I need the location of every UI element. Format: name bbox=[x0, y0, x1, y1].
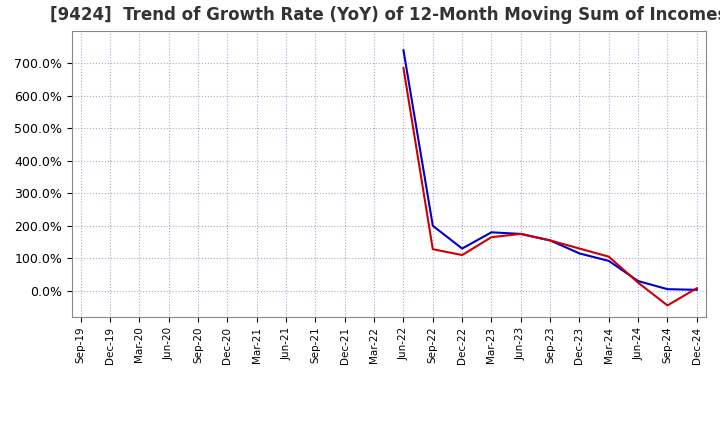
Legend: Ordinary Income Growth Rate, Net Income Growth Rate: Ordinary Income Growth Rate, Net Income … bbox=[163, 436, 615, 440]
Ordinary Income Growth Rate bbox=[575, 251, 584, 256]
Ordinary Income Growth Rate bbox=[546, 238, 554, 243]
Net Income Growth Rate bbox=[516, 231, 525, 237]
Net Income Growth Rate bbox=[399, 66, 408, 71]
Ordinary Income Growth Rate bbox=[428, 223, 437, 228]
Net Income Growth Rate bbox=[693, 286, 701, 291]
Net Income Growth Rate bbox=[546, 238, 554, 243]
Net Income Growth Rate bbox=[605, 254, 613, 259]
Ordinary Income Growth Rate bbox=[516, 231, 525, 237]
Ordinary Income Growth Rate bbox=[605, 258, 613, 264]
Ordinary Income Growth Rate bbox=[399, 48, 408, 53]
Title: [9424]  Trend of Growth Rate (YoY) of 12-Month Moving Sum of Incomes: [9424] Trend of Growth Rate (YoY) of 12-… bbox=[50, 6, 720, 24]
Line: Net Income Growth Rate: Net Income Growth Rate bbox=[403, 68, 697, 305]
Net Income Growth Rate bbox=[634, 280, 642, 285]
Ordinary Income Growth Rate bbox=[458, 246, 467, 251]
Ordinary Income Growth Rate bbox=[663, 286, 672, 292]
Net Income Growth Rate bbox=[458, 253, 467, 258]
Net Income Growth Rate bbox=[663, 303, 672, 308]
Net Income Growth Rate bbox=[428, 246, 437, 252]
Line: Ordinary Income Growth Rate: Ordinary Income Growth Rate bbox=[403, 50, 697, 290]
Net Income Growth Rate bbox=[487, 235, 496, 240]
Ordinary Income Growth Rate bbox=[487, 230, 496, 235]
Ordinary Income Growth Rate bbox=[634, 279, 642, 284]
Ordinary Income Growth Rate bbox=[693, 287, 701, 293]
Net Income Growth Rate bbox=[575, 246, 584, 251]
